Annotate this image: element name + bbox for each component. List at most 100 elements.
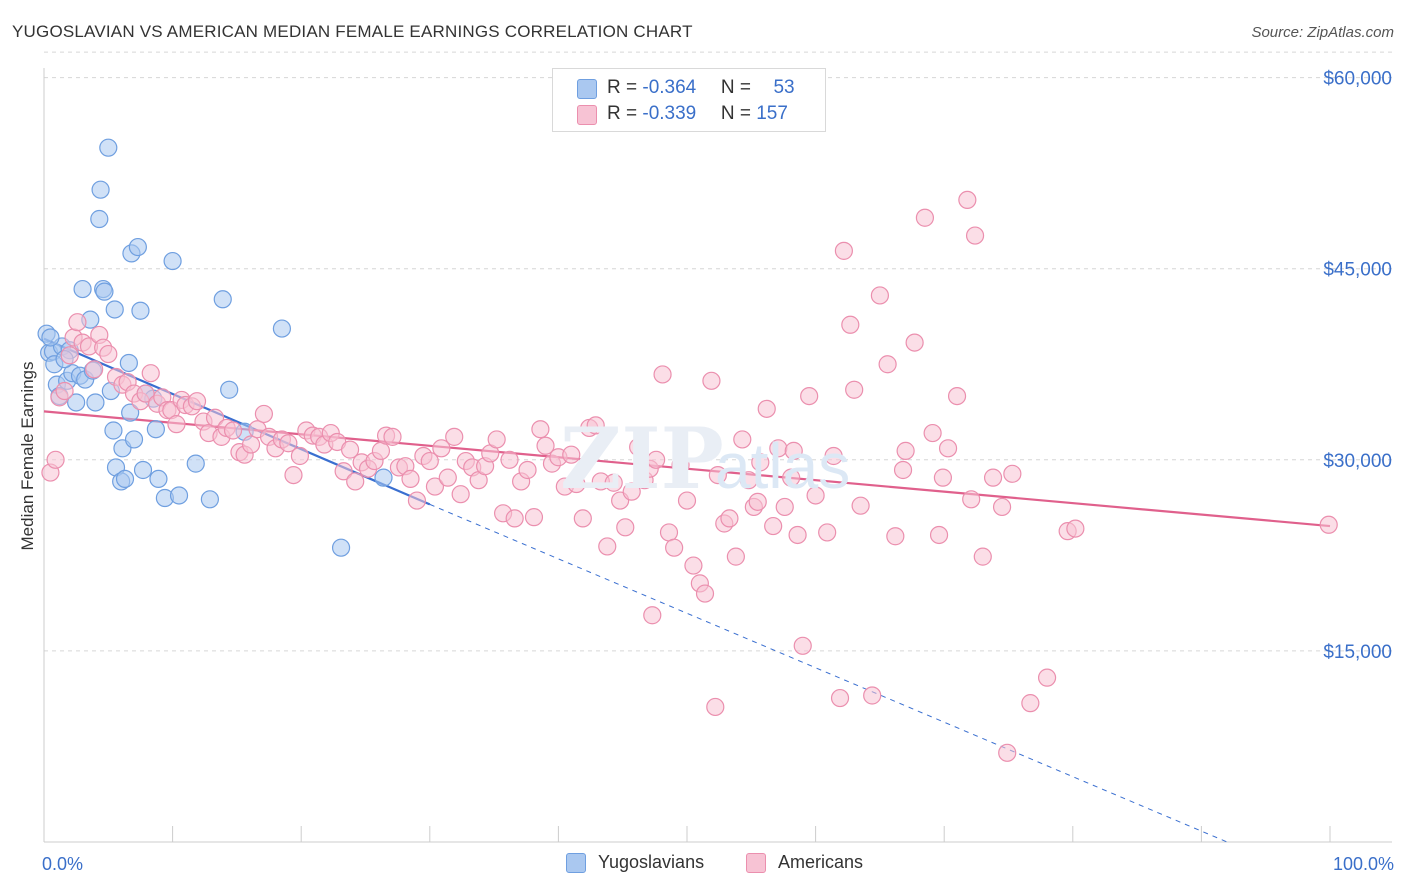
point-american <box>863 686 882 705</box>
point-yugoslavian <box>213 290 232 309</box>
point-american <box>586 416 605 435</box>
point-american <box>1037 668 1057 687</box>
point-yugoslavian <box>374 468 393 487</box>
trend-line-yugoslavians-extended <box>429 503 1228 843</box>
point-american <box>401 469 420 489</box>
point-american <box>518 460 537 480</box>
point-american <box>616 518 635 537</box>
point-american <box>60 346 79 365</box>
bottom-legend-label: Yugoslavians <box>598 852 705 872</box>
point-american <box>55 381 74 401</box>
x-tick-label: 0.0% <box>42 854 83 874</box>
point-american <box>677 491 697 510</box>
y-axis-label: Median Female Earnings <box>18 362 37 551</box>
legend-swatch-blue <box>577 79 597 99</box>
point-american <box>708 465 727 485</box>
point-yugoslavian <box>131 301 150 320</box>
point-american <box>962 490 981 509</box>
gridlines <box>44 51 1392 652</box>
point-american <box>702 371 721 390</box>
point-yugoslavian <box>73 279 92 299</box>
point-american <box>671 455 690 474</box>
legend-r-value: -0.339 <box>642 103 697 124</box>
point-american <box>834 241 853 260</box>
point-american <box>407 491 427 510</box>
point-american <box>851 496 870 515</box>
point-yugoslavian <box>149 469 168 489</box>
point-american <box>598 537 617 556</box>
tick-labels: $15,000 $30,000 $45,000 $60,000 0.0% 100.0% ZI… <box>42 69 1394 874</box>
legend-n-value: 157 <box>756 103 788 124</box>
point-yugoslavian <box>41 328 60 347</box>
point-american <box>254 404 274 424</box>
point-american <box>739 471 758 490</box>
y-tick-label: $60,000 <box>1323 69 1392 90</box>
zipatlas-watermark: atlas <box>715 430 850 502</box>
legend-r-label: R = <box>607 77 643 98</box>
point-american <box>279 434 298 453</box>
point-american <box>983 468 1003 487</box>
legend-r-value: -0.364 <box>642 77 697 98</box>
legend-n-label: N = <box>720 103 757 124</box>
bottom-legend-swatch-pink <box>746 853 766 873</box>
y-tick-label: $30,000 <box>1323 451 1392 472</box>
point-american <box>647 450 666 469</box>
point-american <box>684 556 703 575</box>
point-yugoslavian <box>186 454 205 473</box>
point-american <box>290 446 310 466</box>
point-american <box>806 486 825 505</box>
point-american <box>567 474 586 494</box>
legend-n-label: N = <box>720 77 757 98</box>
point-american <box>886 527 905 546</box>
point-american <box>665 538 684 557</box>
point-american <box>438 468 457 487</box>
point-american <box>99 344 118 364</box>
point-yugoslavian <box>119 353 138 373</box>
point-american <box>445 427 464 446</box>
point-american <box>788 525 807 545</box>
data-points <box>37 138 1338 762</box>
legend-swatch-pink <box>577 105 597 125</box>
point-american <box>793 636 812 655</box>
y-tick-label: $15,000 <box>1323 642 1392 663</box>
point-american <box>346 472 365 491</box>
point-yugoslavian <box>146 420 165 439</box>
point-yugoslavian <box>124 430 144 449</box>
point-american <box>383 427 402 446</box>
point-american <box>223 421 243 440</box>
point-american <box>775 497 794 517</box>
point-american <box>187 392 207 411</box>
point-american <box>764 516 783 536</box>
legend-r-label: R = <box>607 103 643 124</box>
point-american <box>205 408 225 427</box>
point-yugoslavian <box>67 393 86 412</box>
point-american <box>938 439 958 458</box>
point-american <box>733 430 752 449</box>
point-american <box>933 468 953 487</box>
point-yugoslavian <box>90 209 109 229</box>
point-american <box>1003 464 1022 483</box>
point-american <box>1021 694 1040 713</box>
zipatlas-watermark: ZIP <box>560 409 724 508</box>
point-american <box>915 208 935 227</box>
point-american <box>167 415 186 434</box>
point-yugoslavian <box>86 393 105 412</box>
point-american <box>284 465 303 485</box>
point-yugoslavian <box>99 138 118 157</box>
point-american <box>998 743 1017 762</box>
point-american <box>334 462 353 481</box>
point-american <box>784 441 803 460</box>
point-yugoslavian <box>105 300 124 319</box>
chart-title: YUGOSLAVIAN VS AMERICAN MEDIAN FEMALE EA… <box>12 22 693 41</box>
point-american <box>706 697 725 717</box>
point-american <box>425 477 445 496</box>
point-american <box>830 688 850 708</box>
point-american <box>653 365 672 384</box>
point-yugoslavian <box>220 380 239 399</box>
point-american <box>782 468 801 487</box>
point-yugoslavian <box>104 421 123 440</box>
point-american <box>340 440 360 459</box>
point-american <box>371 441 391 460</box>
point-american <box>720 509 739 528</box>
